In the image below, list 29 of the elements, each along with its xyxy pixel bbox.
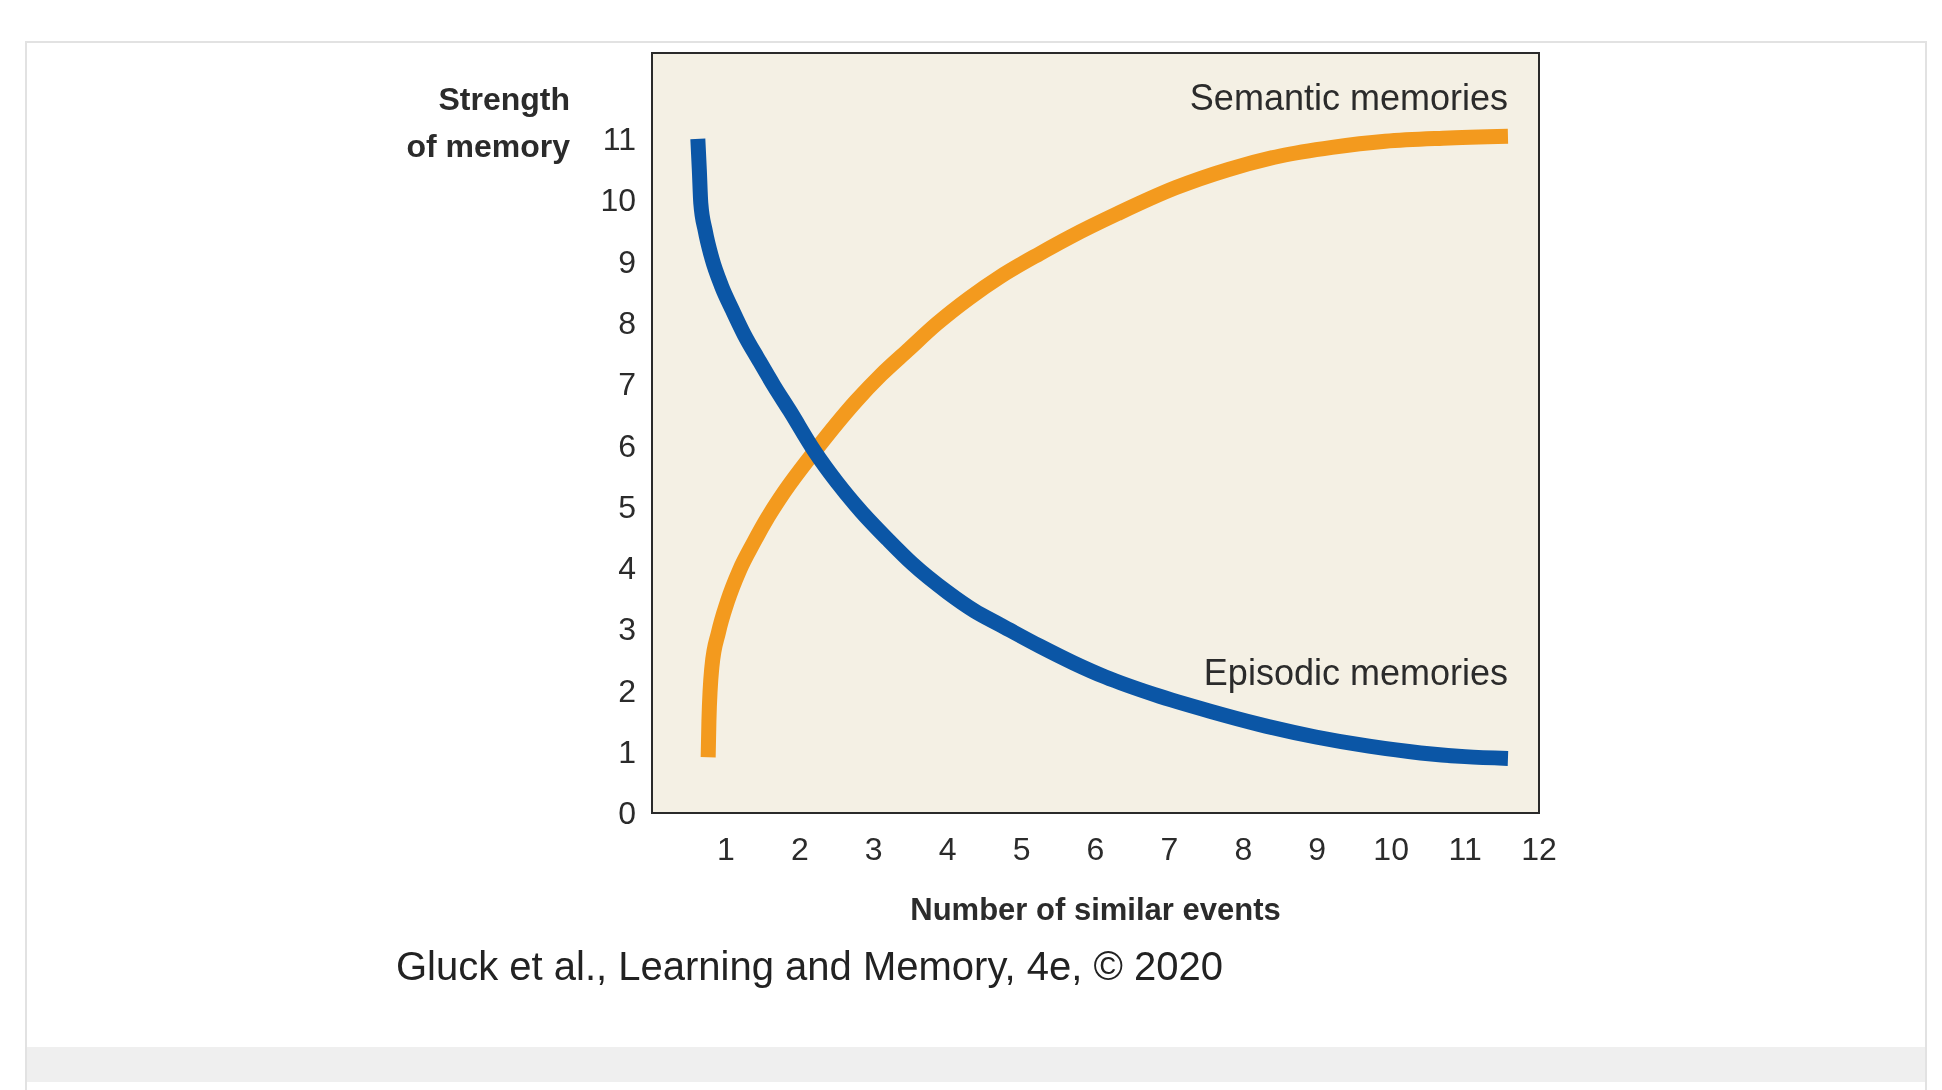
- x-tick-label: 4: [938, 830, 957, 867]
- y-tick-label: 11: [602, 121, 636, 158]
- y-tick-label: 2: [618, 672, 636, 709]
- y-tick-label: 6: [618, 427, 636, 464]
- x-tick-label: 6: [1086, 830, 1105, 867]
- y-axis-title: Strength of memory: [405, 80, 570, 166]
- y-tick-label: 7: [618, 366, 636, 403]
- x-tick-label: 9: [1308, 830, 1327, 867]
- x-tick-label: 10: [1373, 830, 1409, 867]
- series-label: Episodic memories: [1203, 652, 1508, 694]
- y-tick-label: 0: [618, 795, 636, 832]
- y-tick-label: 1: [618, 734, 636, 771]
- y-tick-label: 3: [618, 611, 636, 648]
- y-tick-label: 8: [618, 305, 636, 342]
- x-tick-label: 1: [717, 830, 735, 867]
- x-tick-label: 11: [1448, 830, 1482, 867]
- x-tick-label: 3: [864, 830, 883, 867]
- x-axis-title: Number of similar events: [909, 891, 1282, 929]
- x-tick-label: 5: [1012, 830, 1031, 867]
- y-tick-label: 5: [618, 488, 636, 525]
- y-tick-label: 4: [618, 550, 636, 587]
- series-label: Semantic memories: [1189, 77, 1508, 119]
- y-tick-label: 9: [618, 243, 636, 280]
- text: Gluck et al., Learning and Memory, 4e, © 2020: [396, 943, 1223, 990]
- x-tick-label: 8: [1234, 830, 1253, 867]
- x-tick-label: 7: [1160, 830, 1179, 867]
- x-tick-label: 2: [790, 830, 809, 867]
- x-tick-label: 12: [1521, 830, 1557, 867]
- y-tick-label: 10: [600, 182, 636, 219]
